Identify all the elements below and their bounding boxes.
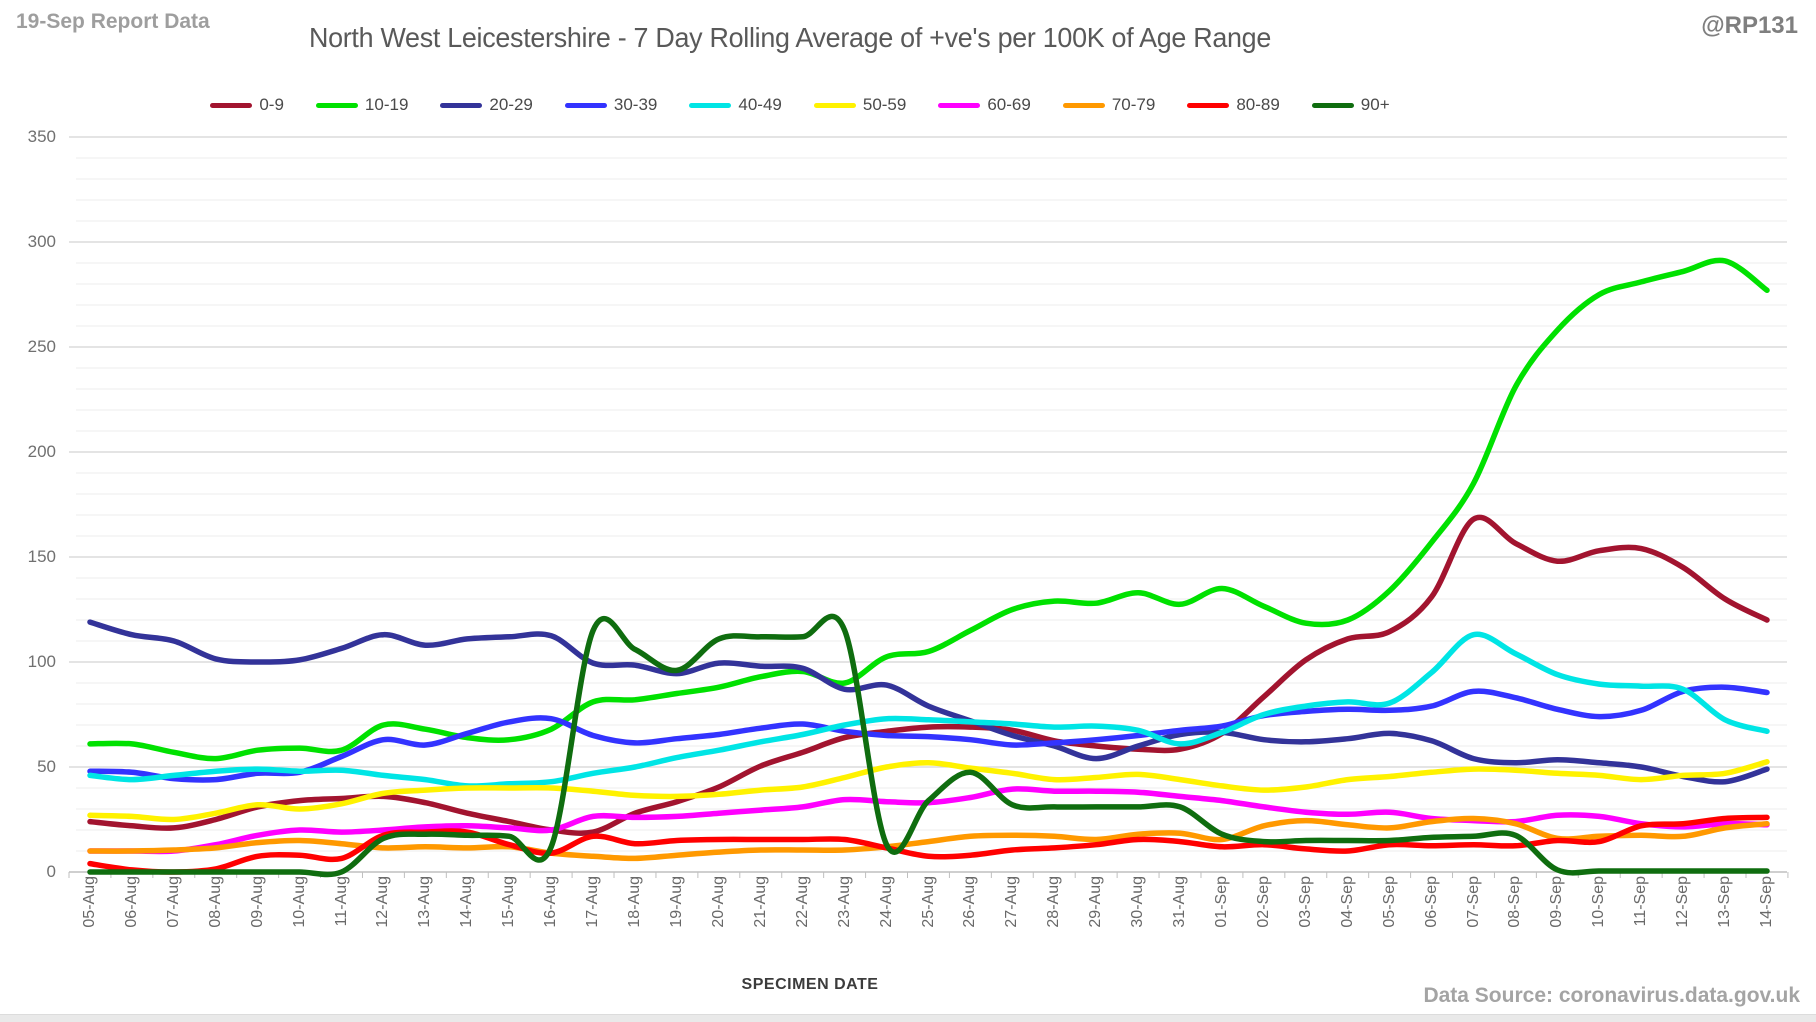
series-line-40-49 bbox=[87, 631, 1770, 789]
legend-item-20-29: 20-29 bbox=[440, 95, 533, 115]
x-axis-label-13-Sep: 13-Sep bbox=[1716, 876, 1734, 928]
x-axis-label-08-Aug: 08-Aug bbox=[206, 876, 224, 928]
x-axis-label-09-Aug: 09-Aug bbox=[248, 876, 266, 928]
legend-swatch-20-29 bbox=[440, 102, 483, 108]
legend-item-50-59: 50-59 bbox=[813, 95, 907, 115]
x-axis-label-25-Aug: 25-Aug bbox=[919, 876, 937, 928]
series-line-10-19 bbox=[87, 257, 1770, 762]
x-axis-label-24-Aug: 24-Aug bbox=[877, 876, 895, 928]
x-axis-label-18-Aug: 18-Aug bbox=[626, 876, 644, 928]
x-axis-label-17-Aug: 17-Aug bbox=[584, 876, 602, 928]
x-axis-label-10-Aug: 10-Aug bbox=[290, 876, 308, 928]
x-axis-label-02-Sep: 02-Sep bbox=[1254, 876, 1272, 928]
legend-swatch-0-9 bbox=[210, 102, 253, 108]
series-line-80-89 bbox=[87, 814, 1770, 875]
legend-label-70-79: 70-79 bbox=[1111, 95, 1156, 114]
legend-item-0-9: 0-9 bbox=[210, 95, 284, 115]
window-bottom-strip bbox=[0, 1014, 1816, 1022]
y-axis-label-50: 50 bbox=[37, 757, 56, 776]
y-axis-label-300: 300 bbox=[27, 232, 56, 251]
x-axis-label-04-Sep: 04-Sep bbox=[1338, 876, 1356, 928]
legend-item-80-89: 80-89 bbox=[1187, 95, 1280, 115]
y-axis-label-0: 0 bbox=[46, 862, 56, 881]
x-axis-label-11-Sep: 11-Sep bbox=[1632, 876, 1650, 927]
legend-label-80-89: 80-89 bbox=[1236, 95, 1280, 114]
legend-label-0-9: 0-9 bbox=[259, 95, 284, 114]
legend-swatch-30-39 bbox=[564, 102, 607, 108]
x-axis-label-21-Aug: 21-Aug bbox=[751, 876, 769, 928]
x-axis-label-08-Sep: 08-Sep bbox=[1506, 876, 1524, 928]
legend-swatch-40-49 bbox=[689, 102, 732, 108]
x-axis-label-11-Aug: 11-Aug bbox=[332, 876, 350, 927]
x-axis-label-20-Aug: 20-Aug bbox=[709, 876, 727, 928]
legend-label-90+: 90+ bbox=[1360, 95, 1390, 114]
legend-item-30-39: 30-39 bbox=[564, 95, 658, 115]
x-axis-label-14-Sep: 14-Sep bbox=[1758, 876, 1775, 928]
x-axis-label-05-Aug: 05-Aug bbox=[81, 876, 98, 928]
legend-item-40-49: 40-49 bbox=[689, 95, 782, 115]
series-line-70-79 bbox=[87, 815, 1770, 862]
chart-legend: 0-9 10-19 20-29 30-39 40-49 50-59 60-69 70-79 80… bbox=[70, 95, 1530, 115]
x-axis-label-23-Aug: 23-Aug bbox=[835, 876, 853, 928]
x-axis-label-06-Sep: 06-Sep bbox=[1422, 876, 1440, 928]
x-axis-label-07-Sep: 07-Sep bbox=[1464, 876, 1482, 928]
x-axis-label-01-Sep: 01-Sep bbox=[1212, 876, 1230, 928]
series-line-30-39 bbox=[87, 684, 1770, 783]
x-axis-label-03-Sep: 03-Sep bbox=[1296, 876, 1314, 928]
y-axis-label-350: 350 bbox=[27, 127, 56, 146]
series-line-90+ bbox=[87, 613, 1770, 878]
x-axis-label-06-Aug: 06-Aug bbox=[122, 876, 140, 928]
legend-label-40-49: 40-49 bbox=[738, 95, 782, 114]
x-axis-label-16-Aug: 16-Aug bbox=[542, 876, 560, 928]
x-axis-label-31-Aug: 31-Aug bbox=[1171, 876, 1189, 928]
legend-item-60-69: 60-69 bbox=[938, 95, 1031, 115]
x-axis-label-05-Sep: 05-Sep bbox=[1380, 876, 1398, 928]
x-axis-title: SPECIMEN DATE bbox=[741, 976, 879, 993]
series-line-50-59 bbox=[87, 759, 1770, 823]
chart-title: North West Leicestershire - 7 Day Rollin… bbox=[308, 22, 1272, 53]
x-axis-label-07-Aug: 07-Aug bbox=[164, 876, 182, 928]
author-handle: @RP131 bbox=[1701, 12, 1798, 39]
y-axis-label-250: 250 bbox=[27, 337, 56, 356]
legend-swatch-50-59 bbox=[813, 102, 856, 108]
x-axis-label-13-Aug: 13-Aug bbox=[416, 876, 434, 928]
legend-label-60-69: 60-69 bbox=[987, 95, 1031, 114]
legend-label-20-29: 20-29 bbox=[489, 95, 533, 114]
x-axis-label-29-Aug: 29-Aug bbox=[1087, 876, 1105, 928]
x-axis-label-15-Aug: 15-Aug bbox=[500, 876, 518, 928]
series-line-20-29 bbox=[87, 619, 1770, 785]
y-axis-label-100: 100 bbox=[27, 652, 56, 671]
legend-swatch-80-89 bbox=[1187, 102, 1230, 108]
legend-item-70-79: 70-79 bbox=[1062, 95, 1156, 115]
legend-swatch-90+ bbox=[1311, 102, 1354, 108]
x-axis-label-12-Aug: 12-Aug bbox=[374, 876, 392, 928]
x-axis-label-09-Sep: 09-Sep bbox=[1548, 876, 1566, 928]
x-axis-label-27-Aug: 27-Aug bbox=[1003, 876, 1021, 928]
x-axis-label-30-Aug: 30-Aug bbox=[1129, 876, 1147, 928]
x-axis-label-19-Aug: 19-Aug bbox=[667, 876, 685, 928]
x-axis-label-26-Aug: 26-Aug bbox=[961, 876, 979, 928]
legend-label-50-59: 50-59 bbox=[862, 95, 907, 114]
legend-label-30-39: 30-39 bbox=[613, 95, 658, 114]
legend-item-90+: 90+ bbox=[1311, 95, 1390, 115]
legend-swatch-70-79 bbox=[1062, 102, 1105, 108]
legend-swatch-10-19 bbox=[315, 102, 358, 108]
legend-label-10-19: 10-19 bbox=[364, 95, 409, 114]
x-axis-label-28-Aug: 28-Aug bbox=[1045, 876, 1063, 928]
data-source-note: Data Source: coronavirus.data.gov.uk bbox=[1423, 984, 1800, 1007]
series-line-0-9 bbox=[87, 514, 1770, 836]
legend-swatch-60-69 bbox=[938, 102, 981, 108]
report-note: 19-Sep Report Data bbox=[16, 10, 210, 33]
x-axis-label-22-Aug: 22-Aug bbox=[793, 876, 811, 928]
x-axis-label-10-Sep: 10-Sep bbox=[1590, 876, 1608, 928]
y-axis-label-150: 150 bbox=[27, 547, 56, 566]
x-axis-label-12-Sep: 12-Sep bbox=[1674, 876, 1692, 928]
x-axis-label-14-Aug: 14-Aug bbox=[458, 876, 476, 928]
y-axis-label-200: 200 bbox=[27, 442, 56, 461]
legend-item-10-19: 10-19 bbox=[315, 95, 409, 115]
